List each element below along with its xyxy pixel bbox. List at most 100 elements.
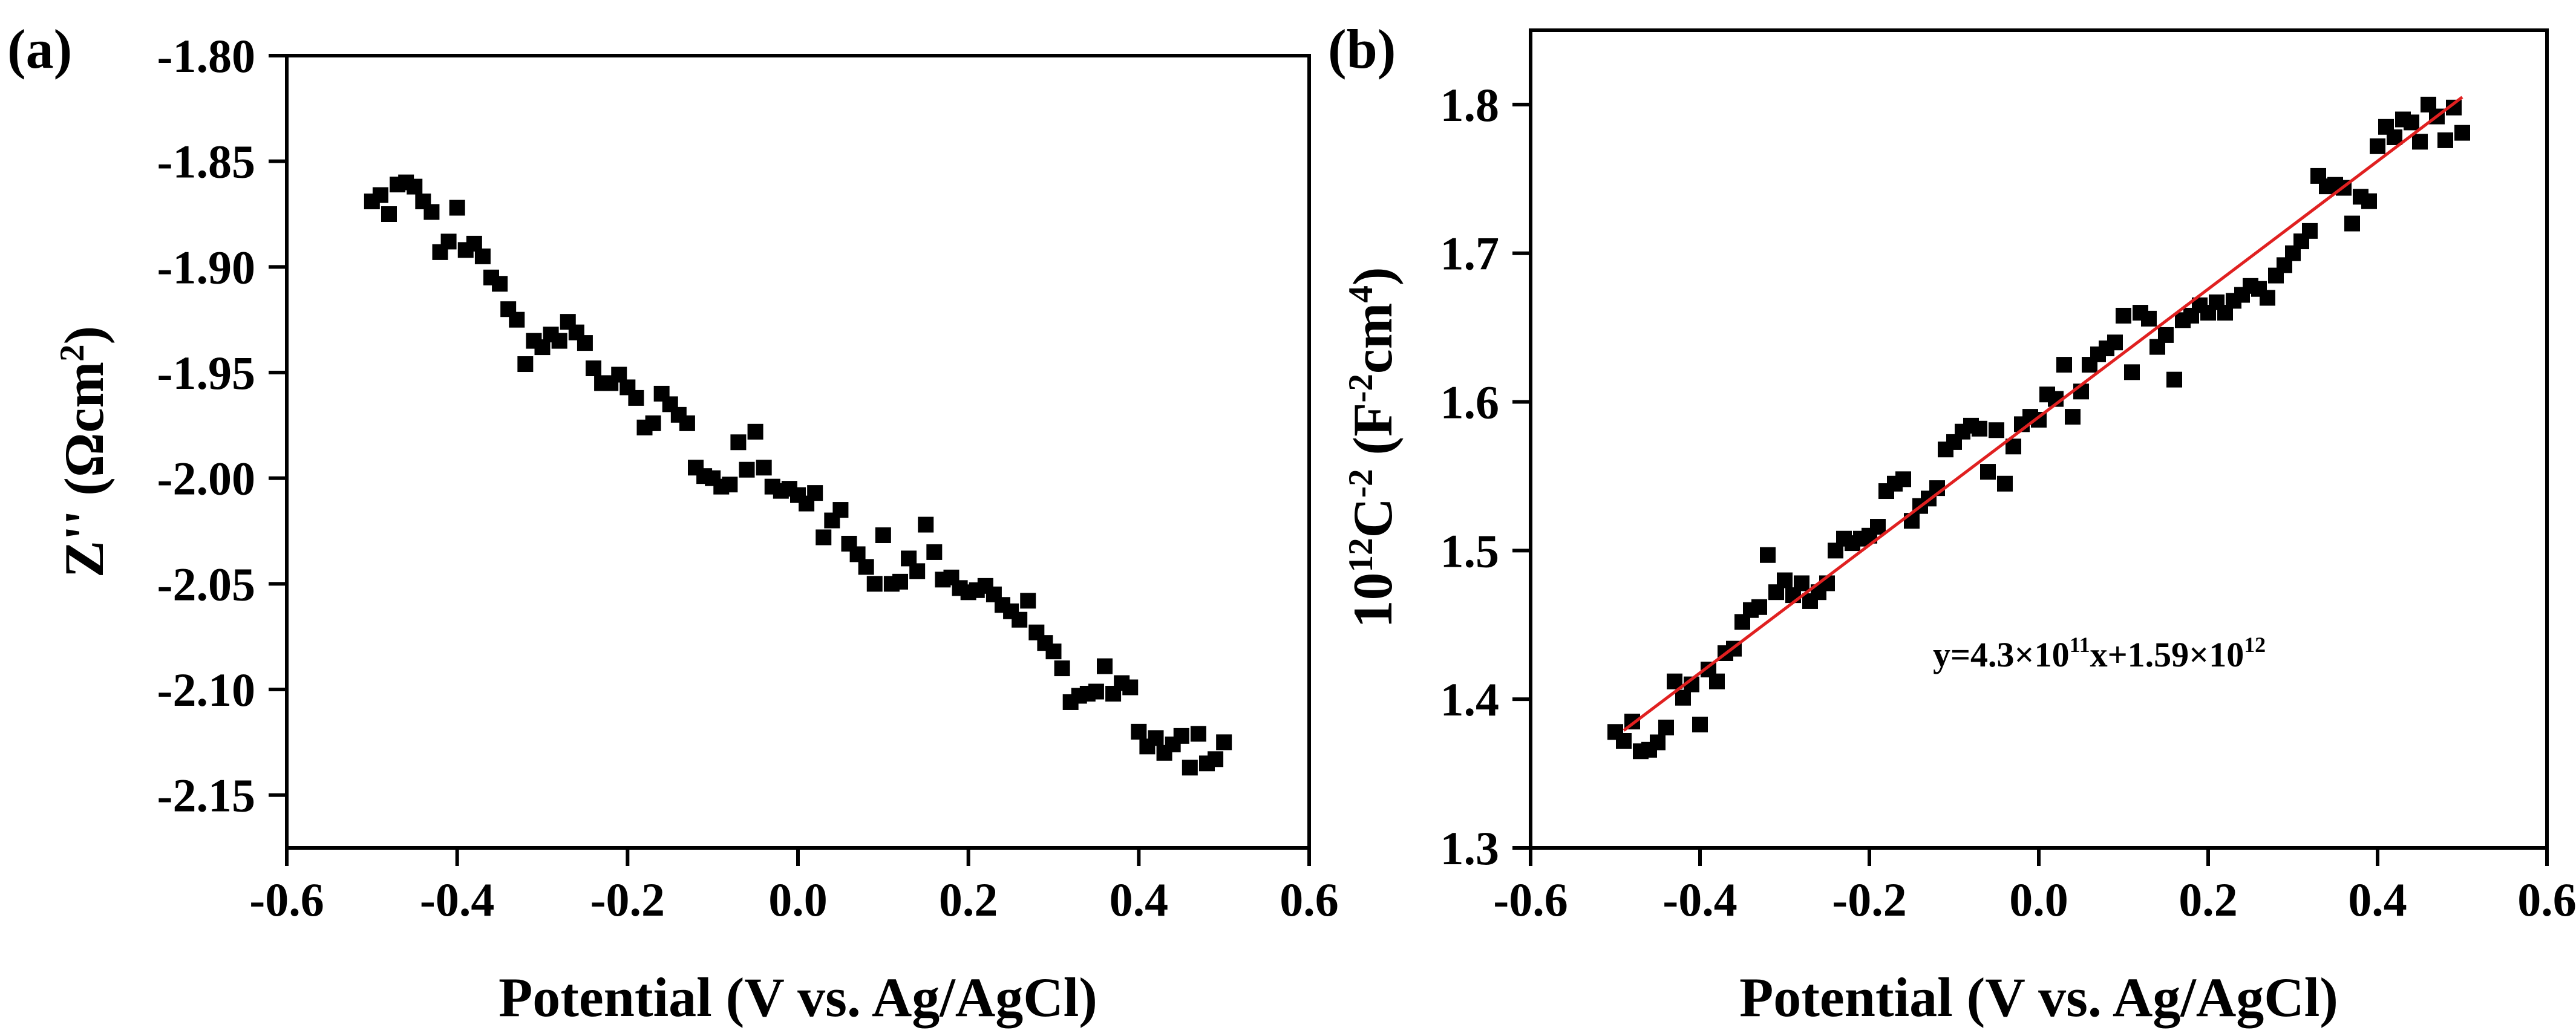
panel-a-data-point	[372, 187, 388, 203]
panel-b-data-point	[2124, 364, 2140, 380]
panel-b-ylabel-mid3: cm	[1342, 303, 1404, 374]
panel-b-data-point	[2361, 193, 2377, 209]
fit-eq-sup2: 12	[2244, 633, 2266, 657]
panel-b-x-axis-title: Potential (V vs. Ag/AgCl)	[1739, 966, 2338, 1028]
panel-b-ylabel-end: )	[1342, 267, 1404, 286]
panel-a-data-point	[1054, 660, 1070, 677]
panel-a-y-tick-label: -1.95	[157, 347, 255, 399]
panel-a-data-point	[892, 573, 908, 590]
panel-b-fit-equation: y=4.3×1011x+1.59×1012	[1933, 633, 2266, 674]
panel-b-data-point	[2158, 327, 2174, 343]
panel-a-data-point	[722, 477, 738, 493]
panel-b-data-point	[1616, 733, 1632, 749]
panel-a-data-point	[423, 204, 440, 220]
panel-b-x-tick-label: -0.2	[1832, 873, 1906, 926]
panel-a-data-point	[1208, 751, 1224, 767]
panel-a-data-point	[517, 356, 534, 373]
panel-a-x-tick-label: 0.0	[768, 873, 828, 926]
panel-b-data-point	[1709, 673, 1725, 689]
panel-b-data-point	[2344, 215, 2360, 232]
panel-a-x-tick-label: 0.6	[1280, 873, 1339, 926]
panel-a-data-point	[679, 415, 695, 431]
panel-b-data-point	[2370, 138, 2385, 154]
panel-b-ylabel-sup4: 4	[1342, 285, 1380, 303]
panel-b-data-point	[1658, 719, 1674, 735]
panel-b-x-tick-label: -0.6	[1493, 873, 1568, 926]
panel-a-y-axis-title: Z'' (Ωcm2)	[53, 326, 115, 578]
panel-a-data-point	[551, 333, 567, 349]
panel-a-data-point	[1173, 728, 1189, 744]
panel-b: (b) -0.6 -0.4 -0.2 0.0 0.2 0.4 0.6 1.31.41.51.…	[1328, 18, 2576, 1028]
panel-b-x-tick-label: 0.6	[2517, 873, 2576, 926]
panel-a-data-point	[756, 460, 772, 476]
fit-eq-part-b: x+1.59×10	[2090, 635, 2244, 674]
panel-b-data-point	[2412, 134, 2428, 150]
panel-a-y-ticks: -1.80 -1.85 -1.90 -1.95 -2.00 -2.05 -2.10 -2.15	[157, 30, 287, 822]
fit-eq-part-a: y=4.3×10	[1933, 635, 2070, 674]
panel-b-y-tick-label: 1.7	[1440, 227, 1500, 280]
panel-a-y-tick-label: -1.90	[157, 241, 255, 293]
panel-a-data-point	[1012, 611, 1028, 628]
panel-a-data-point	[832, 502, 849, 518]
panel-a-data-point	[381, 206, 397, 222]
panel-a-y-tick-label: -2.00	[157, 452, 255, 505]
panel-b-data-points	[1607, 96, 2470, 760]
panel-a-data-point	[449, 200, 465, 216]
panel-a-data-point	[858, 559, 874, 575]
panel-b-fit-line	[1623, 96, 2463, 732]
panel-a-axes-frame	[285, 54, 1311, 850]
panel-b-data-point	[1895, 471, 1911, 487]
panel-b-data-point	[2107, 334, 2123, 351]
panel-b-data-point	[2437, 132, 2453, 148]
panel-a-data-point	[628, 389, 644, 406]
panel-a-plot-area: -0.6 -0.4 -0.2 0.0 0.2 0.4 0.6 -1.80 -1.85 -1.90…	[157, 30, 1339, 926]
panel-b-data-point	[1972, 420, 1987, 437]
panel-b-y-tick-label: 1.3	[1440, 822, 1500, 875]
panel-a-y-tick-label: -1.85	[157, 135, 255, 188]
panel-b-x-tick-label: 0.2	[2179, 873, 2238, 926]
panel-a-data-point	[909, 563, 926, 579]
panel-a-ylabel-main: Z'' (Ωcm	[53, 362, 115, 578]
panel-b-y-axis-title: 1012C-2 (F-2cm4)	[1342, 267, 1404, 628]
panel-a-y-tick-label: -2.05	[157, 558, 255, 610]
panel-a-data-point	[1088, 683, 1104, 700]
panel-a: (a) -0.6 -0.4 -0.2 0.0 0.2 0.4 0.6 -1.80-1.85-…	[7, 18, 1339, 1028]
panel-a-y-tick-label: -2.15	[157, 769, 255, 822]
panel-b-data-point	[2141, 310, 2157, 327]
panel-a-data-point	[1020, 593, 1036, 609]
panel-a-data-point	[926, 544, 943, 560]
panel-a-x-tick-label: -0.2	[590, 873, 665, 926]
panel-a-data-point	[816, 529, 832, 546]
panel-a-data-point	[1182, 760, 1198, 776]
panel-b-label: (b)	[1328, 18, 1396, 80]
panel-a-y-tick-label: -2.10	[157, 663, 255, 716]
panel-a-data-point	[1190, 726, 1206, 742]
panel-a-y-tick-label: -1.80	[157, 30, 255, 82]
panel-a-data-point	[492, 276, 508, 292]
fit-eq-sup1: 11	[2070, 633, 2090, 657]
panel-a-data-point	[440, 233, 457, 250]
panel-b-ylabel-sup1: 12	[1342, 538, 1380, 572]
panel-a-x-tick-label: -0.4	[420, 873, 494, 926]
panel-b-axes-frame	[1529, 28, 2549, 850]
panel-a-data-point	[1216, 734, 1232, 751]
panel-a-ylabel-end: )	[53, 326, 115, 345]
panel-a-data-point	[645, 415, 661, 431]
panel-b-data-point	[2056, 357, 2072, 373]
panel-b-data-point	[1997, 475, 2013, 492]
panel-a-x-axis-title: Potential (V vs. Ag/AgCl)	[499, 966, 1097, 1028]
panel-b-data-point	[1650, 734, 1666, 751]
panel-a-data-point	[807, 485, 823, 501]
panel-b-data-point	[2065, 409, 2081, 425]
panel-a-data-point	[918, 516, 934, 533]
panel-a-x-tick-label: 0.4	[1110, 873, 1169, 926]
panel-b-data-point	[1675, 689, 1691, 706]
panel-a-data-point	[1122, 679, 1139, 696]
panel-b-ylabel-sup3: -2	[1342, 374, 1380, 403]
panel-b-data-point	[2454, 125, 2470, 141]
panel-b-data-point	[1692, 716, 1708, 732]
panel-a-data-points	[364, 174, 1232, 776]
panel-b-plot-area: -0.6 -0.4 -0.2 0.0 0.2 0.4 0.6 1.3 1.4 1.5 1.6 1.7…	[1440, 28, 2576, 926]
panel-b-data-point	[2260, 290, 2275, 306]
